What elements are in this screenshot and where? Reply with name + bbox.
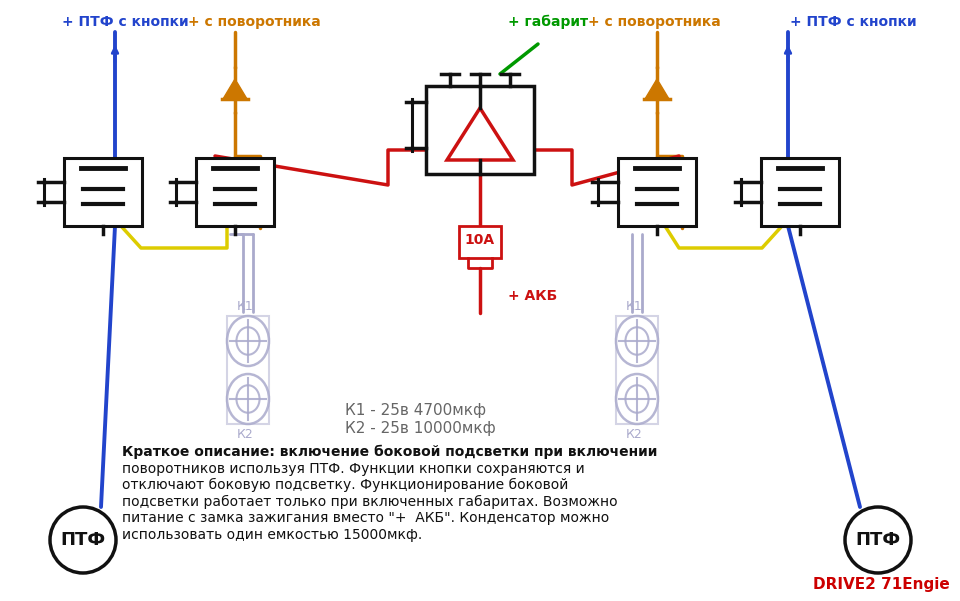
Ellipse shape bbox=[227, 374, 269, 424]
Bar bbox=[616, 316, 658, 424]
Text: поворотников используя ПТФ. Функции кнопки сохраняются и: поворотников используя ПТФ. Функции кноп… bbox=[122, 462, 585, 475]
Bar bbox=[459, 226, 501, 258]
Ellipse shape bbox=[616, 316, 658, 366]
Circle shape bbox=[50, 507, 116, 573]
Text: К2: К2 bbox=[626, 427, 642, 441]
Text: + ПТФ с кнопки: + ПТФ с кнопки bbox=[790, 15, 917, 29]
Bar bbox=[761, 158, 839, 226]
Text: К1 - 25в 4700мкф: К1 - 25в 4700мкф bbox=[345, 403, 486, 418]
Ellipse shape bbox=[236, 385, 259, 413]
Ellipse shape bbox=[227, 316, 269, 366]
Text: + габарит: + габарит bbox=[508, 15, 588, 29]
Text: К1: К1 bbox=[626, 299, 642, 313]
Bar bbox=[196, 158, 274, 226]
Text: + ПТФ с кнопки: + ПТФ с кнопки bbox=[62, 15, 188, 29]
Text: К1: К1 bbox=[236, 299, 253, 313]
Text: ПТФ: ПТФ bbox=[60, 531, 106, 549]
Bar bbox=[64, 158, 142, 226]
Bar bbox=[618, 158, 696, 226]
Text: + АКБ: + АКБ bbox=[508, 289, 557, 303]
Text: использовать один емкостью 15000мкф.: использовать один емкостью 15000мкф. bbox=[122, 528, 422, 542]
Polygon shape bbox=[447, 108, 513, 160]
Text: питание с замка зажигания вместо "+  АКБ". Конденсатор можно: питание с замка зажигания вместо "+ АКБ"… bbox=[122, 511, 610, 525]
Ellipse shape bbox=[626, 328, 649, 355]
Bar bbox=[227, 316, 269, 424]
Ellipse shape bbox=[236, 328, 259, 355]
Text: отключают боковую подсветку. Функционирование боковой: отключают боковую подсветку. Функциониро… bbox=[122, 478, 568, 492]
Text: + с поворотника: + с поворотника bbox=[188, 15, 321, 29]
Ellipse shape bbox=[626, 385, 649, 413]
Text: ПТФ: ПТФ bbox=[855, 531, 900, 549]
Text: + с поворотника: + с поворотника bbox=[588, 15, 721, 29]
Text: 10А: 10А bbox=[465, 233, 495, 247]
Text: подсветки работает только при включенных габаритах. Возможно: подсветки работает только при включенных… bbox=[122, 495, 617, 508]
Ellipse shape bbox=[616, 374, 658, 424]
Polygon shape bbox=[223, 79, 247, 99]
Polygon shape bbox=[645, 79, 669, 99]
Text: К2 - 25в 10000мкф: К2 - 25в 10000мкф bbox=[345, 421, 495, 436]
Text: Краткое описание: включение боковой подсветки при включении: Краткое описание: включение боковой подс… bbox=[122, 445, 658, 459]
Circle shape bbox=[845, 507, 911, 573]
Bar bbox=[426, 86, 534, 174]
Text: DRIVE2 71Engie: DRIVE2 71Engie bbox=[813, 577, 950, 592]
Text: К2: К2 bbox=[236, 427, 253, 441]
